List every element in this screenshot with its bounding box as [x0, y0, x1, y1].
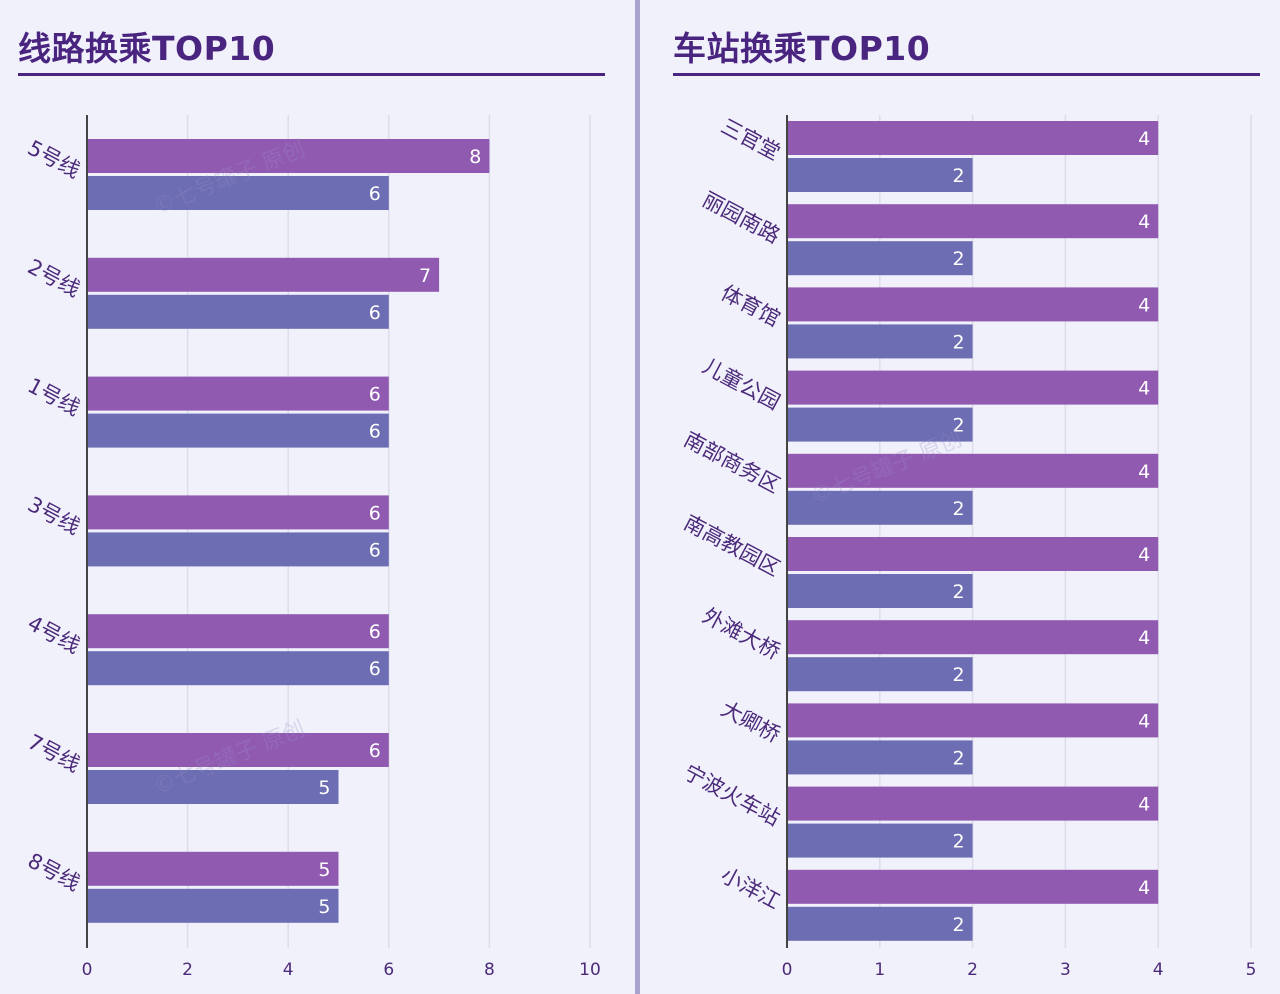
chart0-bar-2-series-0 [87, 376, 389, 411]
chart1-bar-0-series-0 [787, 121, 1159, 155]
chart1-bar-label-4-series-1: 2 [953, 498, 965, 520]
chart1-bar-label-6-series-0: 4 [1138, 627, 1150, 649]
chart0-bar-label-3-series-0: 6 [369, 502, 381, 524]
chart1-bar-label-7-series-1: 2 [953, 747, 965, 769]
chart1-tick-label-4: 4 [1153, 960, 1164, 980]
chart1-tick-label-5: 5 [1246, 960, 1257, 980]
chart1-bar-8-series-1 [787, 823, 973, 858]
left-title-rule [18, 73, 605, 76]
chart0-bar-label-2-series-0: 6 [369, 384, 381, 406]
chart0-bar-4-series-0 [87, 614, 389, 649]
left-bar-chart: 0 2 4 6 8 10865号线762号线661号线663号线664号线657号线558… [24, 115, 601, 980]
chart1-category-label-0: 三官堂 [717, 114, 784, 165]
chart0-bar-0-series-1 [87, 176, 389, 210]
chart0-bar-label-6-series-0: 5 [318, 859, 330, 881]
chart1-bar-9-series-0 [787, 869, 1159, 904]
chart1-bar-5-series-1 [787, 574, 973, 608]
chart0-bar-label-5-series-0: 6 [369, 740, 381, 762]
chart1-bar-label-5-series-0: 4 [1138, 544, 1150, 566]
chart1-category-label-7: 大卿桥 [717, 697, 784, 748]
chart1-tick-label-3: 3 [1060, 960, 1071, 980]
chart1-bar-label-8-series-1: 2 [953, 831, 965, 853]
chart1-category-label-4: 南部商务区 [680, 427, 784, 497]
chart1-category-label-8: 宁波火车站 [680, 760, 784, 830]
chart1-category-label-6: 外滩大桥 [698, 603, 783, 664]
chart1-bar-label-6-series-1: 2 [953, 664, 965, 686]
chart1-bar-label-7-series-0: 4 [1138, 710, 1150, 732]
left-chart-title: 线路换乘TOP10 [18, 29, 276, 68]
chart1-category-label-2: 体育馆 [717, 281, 784, 332]
right-title-rule [673, 73, 1260, 76]
chart1-bar-4-series-0 [787, 453, 1159, 488]
chart0-bar-1-series-1 [87, 294, 389, 329]
chart0-bar-6-series-0 [87, 851, 339, 886]
right-chart-title: 车站换乘TOP10 [673, 29, 931, 68]
chart0-bar-label-3-series-1: 6 [369, 539, 381, 561]
chart1-bar-label-1-series-1: 2 [953, 248, 965, 270]
chart1-bar-6-series-1 [787, 657, 973, 692]
chart0-bar-label-6-series-1: 5 [318, 896, 330, 918]
chart0-bar-3-series-0 [87, 495, 389, 530]
chart1-bar-label-0-series-1: 2 [953, 165, 965, 187]
chart1-category-label-1: 丽园南路 [698, 187, 783, 248]
chart0-bar-label-2-series-1: 6 [369, 421, 381, 443]
chart1-category-label-3: 儿童公园 [698, 354, 783, 415]
chart1-bar-3-series-1 [787, 407, 973, 442]
chart1-bar-7-series-0 [787, 703, 1159, 738]
chart1-bar-9-series-1 [787, 906, 973, 941]
chart0-bar-label-4-series-1: 6 [369, 658, 381, 680]
chart1-tick-label-1: 1 [874, 960, 885, 980]
chart1-bar-label-1-series-0: 4 [1138, 211, 1150, 233]
chart1-bar-label-0-series-0: 4 [1138, 128, 1150, 150]
chart0-bar-4-series-1 [87, 651, 389, 686]
chart0-bar-1-series-0 [87, 257, 440, 292]
chart0-bar-0-series-0 [87, 139, 490, 173]
chart1-bar-label-4-series-0: 4 [1138, 461, 1150, 483]
chart0-tick-label-4: 8 [484, 960, 495, 980]
chart0-tick-label-0: 0 [82, 960, 93, 980]
chart0-bar-6-series-1 [87, 888, 339, 923]
chart1-bar-2-series-0 [787, 287, 1159, 322]
chart0-bar-label-1-series-1: 6 [369, 302, 381, 324]
chart1-tick-label-2: 2 [967, 960, 978, 980]
chart0-tick-label-2: 4 [283, 960, 294, 980]
chart0-bar-label-1-series-0: 7 [419, 265, 431, 287]
chart0-bar-5-series-0 [87, 733, 389, 767]
chart0-bar-5-series-1 [87, 770, 339, 804]
chart1-bar-1-series-1 [787, 241, 973, 276]
chart1-bar-label-2-series-0: 4 [1138, 294, 1150, 316]
chart1-category-label-9: 小洋江 [717, 863, 784, 914]
chart1-bar-1-series-0 [787, 204, 1159, 239]
chart0-bar-2-series-1 [87, 413, 389, 448]
chart1-bar-5-series-0 [787, 537, 1159, 571]
chart1-bar-2-series-1 [787, 324, 973, 359]
chart0-bar-label-0-series-0: 8 [469, 146, 481, 168]
chart0-bar-label-5-series-1: 5 [318, 777, 330, 799]
chart1-bar-label-2-series-1: 2 [953, 331, 965, 353]
chart1-bar-label-9-series-0: 4 [1138, 877, 1150, 899]
panel-divider [635, 0, 640, 994]
chart0-tick-label-1: 2 [182, 960, 193, 980]
chart1-tick-label-0: 0 [782, 960, 793, 980]
chart1-bar-4-series-1 [787, 490, 973, 525]
chart1-bar-label-3-series-1: 2 [953, 415, 965, 437]
chart1-bar-7-series-1 [787, 740, 973, 775]
chart1-bar-3-series-0 [787, 370, 1159, 405]
chart1-bar-6-series-0 [787, 620, 1159, 655]
chart1-bar-label-3-series-0: 4 [1138, 378, 1150, 400]
chart0-bar-label-0-series-1: 6 [369, 183, 381, 205]
chart1-bar-0-series-1 [787, 158, 973, 192]
chart0-bar-label-4-series-0: 6 [369, 621, 381, 643]
chart1-bar-label-9-series-1: 2 [953, 914, 965, 936]
chart1-bar-label-5-series-1: 2 [953, 581, 965, 603]
chart1-bar-8-series-0 [787, 786, 1159, 821]
chart1-bar-label-8-series-0: 4 [1138, 794, 1150, 816]
chart0-tick-label-5: 10 [579, 960, 601, 980]
chart1-category-label-5: 南高教园区 [680, 510, 784, 580]
chart0-bar-3-series-1 [87, 532, 389, 567]
chart0-tick-label-3: 6 [383, 960, 394, 980]
